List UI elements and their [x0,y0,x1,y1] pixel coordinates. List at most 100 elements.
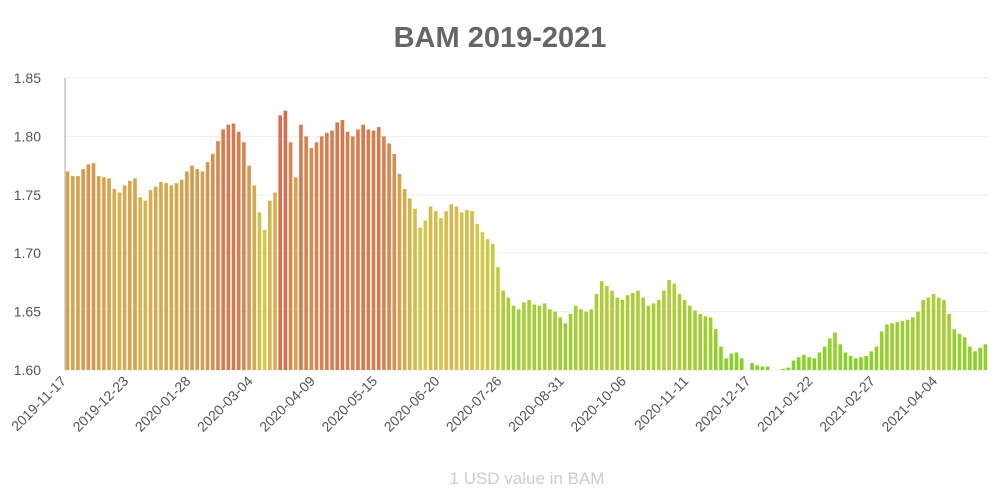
x-tick-label: 2020-05-15 [318,373,380,435]
bar [568,313,573,370]
bar [490,243,495,370]
bar [942,299,946,370]
bar [408,198,412,370]
bar [252,185,257,370]
bar [636,290,640,370]
bar [262,229,267,370]
y-tick-label: 1.65 [14,304,41,320]
bar [802,354,806,370]
bar [579,309,583,370]
bar [615,297,620,370]
x-tick-label: 2020-07-26 [443,373,505,435]
bar [558,317,563,370]
bar [962,337,967,370]
bar [96,176,101,370]
bar [672,283,677,370]
bar [662,290,666,370]
bar [957,333,962,370]
bar [102,177,106,370]
bar [413,208,417,370]
bar [708,317,713,370]
bar [760,366,765,370]
bar [159,181,163,370]
bar [205,162,210,370]
bar [833,332,837,370]
y-tick-label: 1.60 [14,362,41,378]
bar [952,329,957,370]
bar [485,239,490,370]
bar [553,311,557,370]
bar [532,304,537,370]
bar [729,353,734,370]
bar [236,131,241,370]
bar [817,352,822,370]
bar [309,148,314,370]
bar [288,142,293,370]
bar [843,352,848,370]
y-tick-label: 1.70 [14,245,41,261]
bar [573,305,578,370]
bar [838,344,843,370]
bar [905,319,910,370]
bar [319,136,324,370]
bar [143,200,148,370]
bar [439,218,443,370]
bar [195,169,200,370]
bar [973,351,977,370]
x-axis-title: 1 USD value in BAM [450,469,605,488]
bar [392,153,397,370]
bar [864,355,868,370]
bar [599,281,604,370]
bar [511,305,516,370]
bar [475,224,480,370]
bar [651,303,656,370]
bar [724,358,728,370]
bar [713,329,718,370]
bar [133,178,137,370]
bar [283,110,288,370]
bar [216,141,220,370]
bar [874,346,879,370]
bar [402,188,407,370]
bar [428,206,433,370]
bar [299,124,303,370]
bar [221,129,225,370]
bar [465,209,469,370]
bar [454,206,459,370]
bar [812,358,817,370]
bar [869,351,874,370]
bar [325,132,329,370]
bar [128,180,132,370]
bar [444,211,448,370]
bar [210,153,215,370]
bar [397,173,402,370]
bar [910,317,915,370]
bar [314,142,319,370]
bar [112,188,117,370]
bar [750,362,754,370]
bar [537,305,542,370]
bar [667,280,671,370]
bar [879,331,884,370]
bar [796,357,801,370]
bar [931,294,936,370]
bar [895,322,900,370]
y-tick-label: 1.85 [14,70,41,86]
bar [366,129,371,370]
bar [226,124,231,370]
bar [242,142,246,370]
bar [480,232,485,370]
bar [278,115,283,370]
bar [86,164,91,370]
bar [703,316,708,370]
bar [859,357,863,370]
bar [848,355,853,370]
bar [947,313,951,370]
x-tick-label: 2020-11-11 [631,373,692,434]
bar [807,357,811,370]
bar [765,366,770,370]
bar [719,346,723,370]
bar [739,358,744,370]
bar [781,368,785,370]
